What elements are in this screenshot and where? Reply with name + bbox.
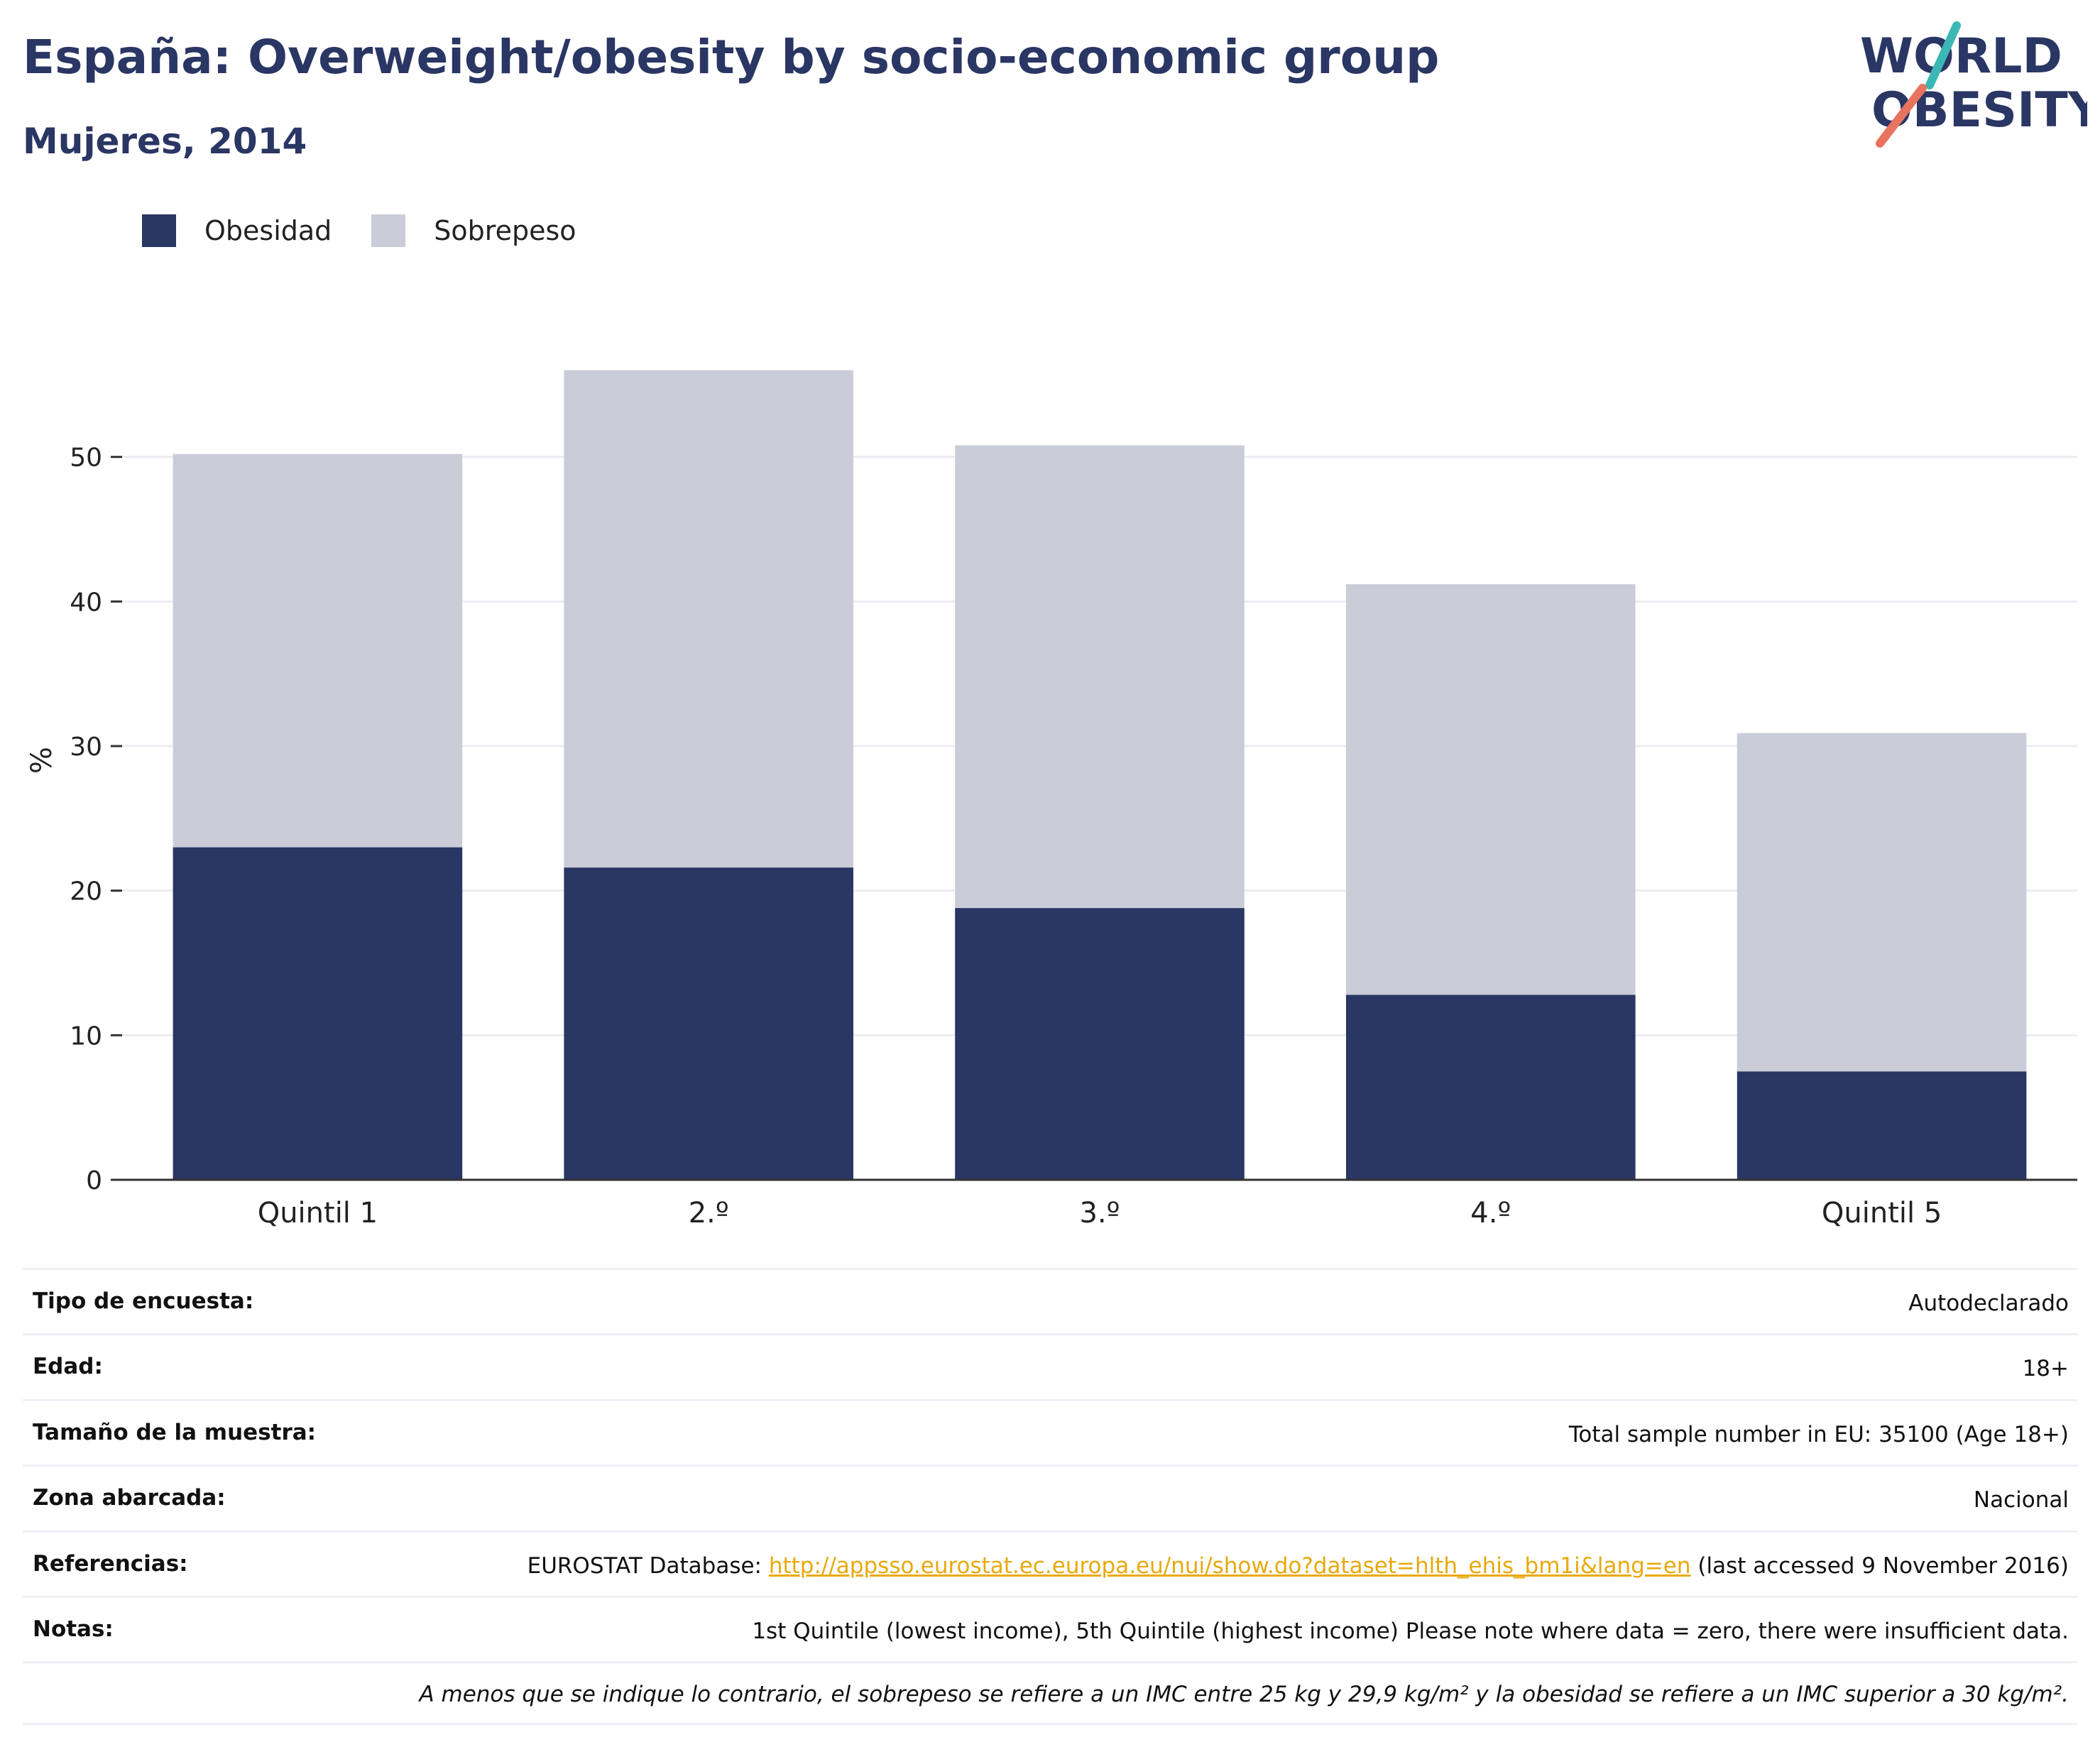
- meta-value: Total sample number in EU: 35100 (Age 18…: [1568, 1421, 2069, 1447]
- legend-swatch-overweight: [371, 214, 406, 247]
- references-suffix: (last accessed 9 November 2016): [1690, 1552, 2069, 1579]
- y-tick-label: 50: [70, 444, 102, 473]
- meta-label: Tamaño de la muestra:: [33, 1419, 317, 1445]
- y-tick-label: 30: [70, 733, 102, 762]
- x-tick-label: Quintil 5: [1822, 1197, 1942, 1230]
- meta-row: Tamaño de la muestra: Total sample number…: [23, 1401, 2077, 1467]
- legend-swatch-obesity: [142, 214, 176, 247]
- bar-obesity[interactable]: [955, 908, 1245, 1180]
- meta-value-references: EUROSTAT Database: http://appsso.eurosta…: [527, 1551, 2069, 1582]
- bar-obesity[interactable]: [1737, 1071, 2027, 1180]
- legend-item-obesity[interactable]: Obesidad: [142, 214, 332, 247]
- y-tick-label: 40: [70, 588, 102, 617]
- bar-overweight[interactable]: [1737, 733, 2027, 1072]
- page-subtitle: Mujeres, 2014: [23, 121, 307, 162]
- x-tick-label: 2.º: [689, 1197, 729, 1230]
- y-tick-label: 20: [70, 877, 102, 907]
- bar-overweight[interactable]: [564, 370, 853, 868]
- page-title: España: Overweight/obesity by socio-econ…: [23, 30, 1440, 84]
- meta-label: Edad:: [33, 1354, 103, 1380]
- chart-legend: Obesidad Sobrepeso: [142, 213, 616, 248]
- meta-value: Autodeclarado: [1908, 1291, 2069, 1316]
- legend-label-overweight: Sobrepeso: [434, 215, 576, 246]
- meta-label-notes: Notas:: [33, 1616, 114, 1642]
- logo-slash-teal: [1925, 21, 1961, 89]
- bar-overweight[interactable]: [1346, 584, 1636, 995]
- bars: [173, 370, 2027, 1180]
- bar-obesity[interactable]: [1346, 995, 1636, 1180]
- meta-value-notes: 1st Quintile (lowest income), 5th Quinti…: [752, 1618, 2069, 1644]
- x-tick-label: Quintil 1: [258, 1197, 378, 1230]
- meta-label-references: Referencias:: [33, 1550, 188, 1577]
- bar-obesity[interactable]: [173, 847, 463, 1180]
- stacked-bar-chart: 0 10 20 30 40 50 Quintil 1 2.º 3.º 4.º Quintil 5%: [26, 370, 2077, 1230]
- references-link[interactable]: http://appsso.eurostat.ec.europa.eu/nui/…: [768, 1552, 1691, 1579]
- y-axis-label: %: [26, 747, 58, 774]
- bar-overweight[interactable]: [173, 454, 463, 848]
- bar-overweight[interactable]: [955, 445, 1245, 909]
- meta-row: Tipo de encuesta: Autodeclarado: [23, 1268, 2077, 1336]
- meta-label: Tipo de encuesta:: [33, 1288, 254, 1314]
- legend-item-overweight[interactable]: Sobrepeso: [371, 214, 576, 247]
- meta-row: Zona abarcada: Nacional: [23, 1467, 2077, 1533]
- y-tick-label: 10: [70, 1022, 102, 1051]
- world-obesity-logo: WORLD OBESITY: [1860, 21, 2087, 148]
- footnote: A menos que se indique lo contrario, el …: [23, 1663, 2077, 1726]
- axes: 0 10 20 30 40 50 Quintil 1 2.º 3.º 4.º Quintil 5%: [26, 444, 2077, 1230]
- meta-row-notes: Notas: 1st Quintile (lowest income), 5th…: [23, 1598, 2077, 1664]
- meta-value: 18+: [2022, 1356, 2069, 1382]
- meta-row: Edad: 18+: [23, 1335, 2077, 1401]
- x-tick-label: 3.º: [1079, 1197, 1120, 1230]
- meta-row-references: Referencias: EUROSTAT Database: http://a…: [23, 1533, 2077, 1598]
- logo-slash-coral: [1876, 84, 1927, 148]
- meta-value: Nacional: [1973, 1487, 2069, 1513]
- logo-text-world: WORLD: [1860, 28, 2062, 84]
- x-tick-label: 4.º: [1470, 1197, 1511, 1230]
- meta-label: Zona abarcada:: [33, 1485, 226, 1511]
- metadata-table: Tipo de encuesta: Autodeclarado Edad: 18+ Ta…: [23, 1268, 2077, 1726]
- y-tick-label: 0: [86, 1166, 102, 1195]
- bar-obesity[interactable]: [564, 867, 853, 1180]
- legend-label-obesity: Obesidad: [204, 215, 332, 246]
- references-prefix: EUROSTAT Database:: [527, 1552, 769, 1579]
